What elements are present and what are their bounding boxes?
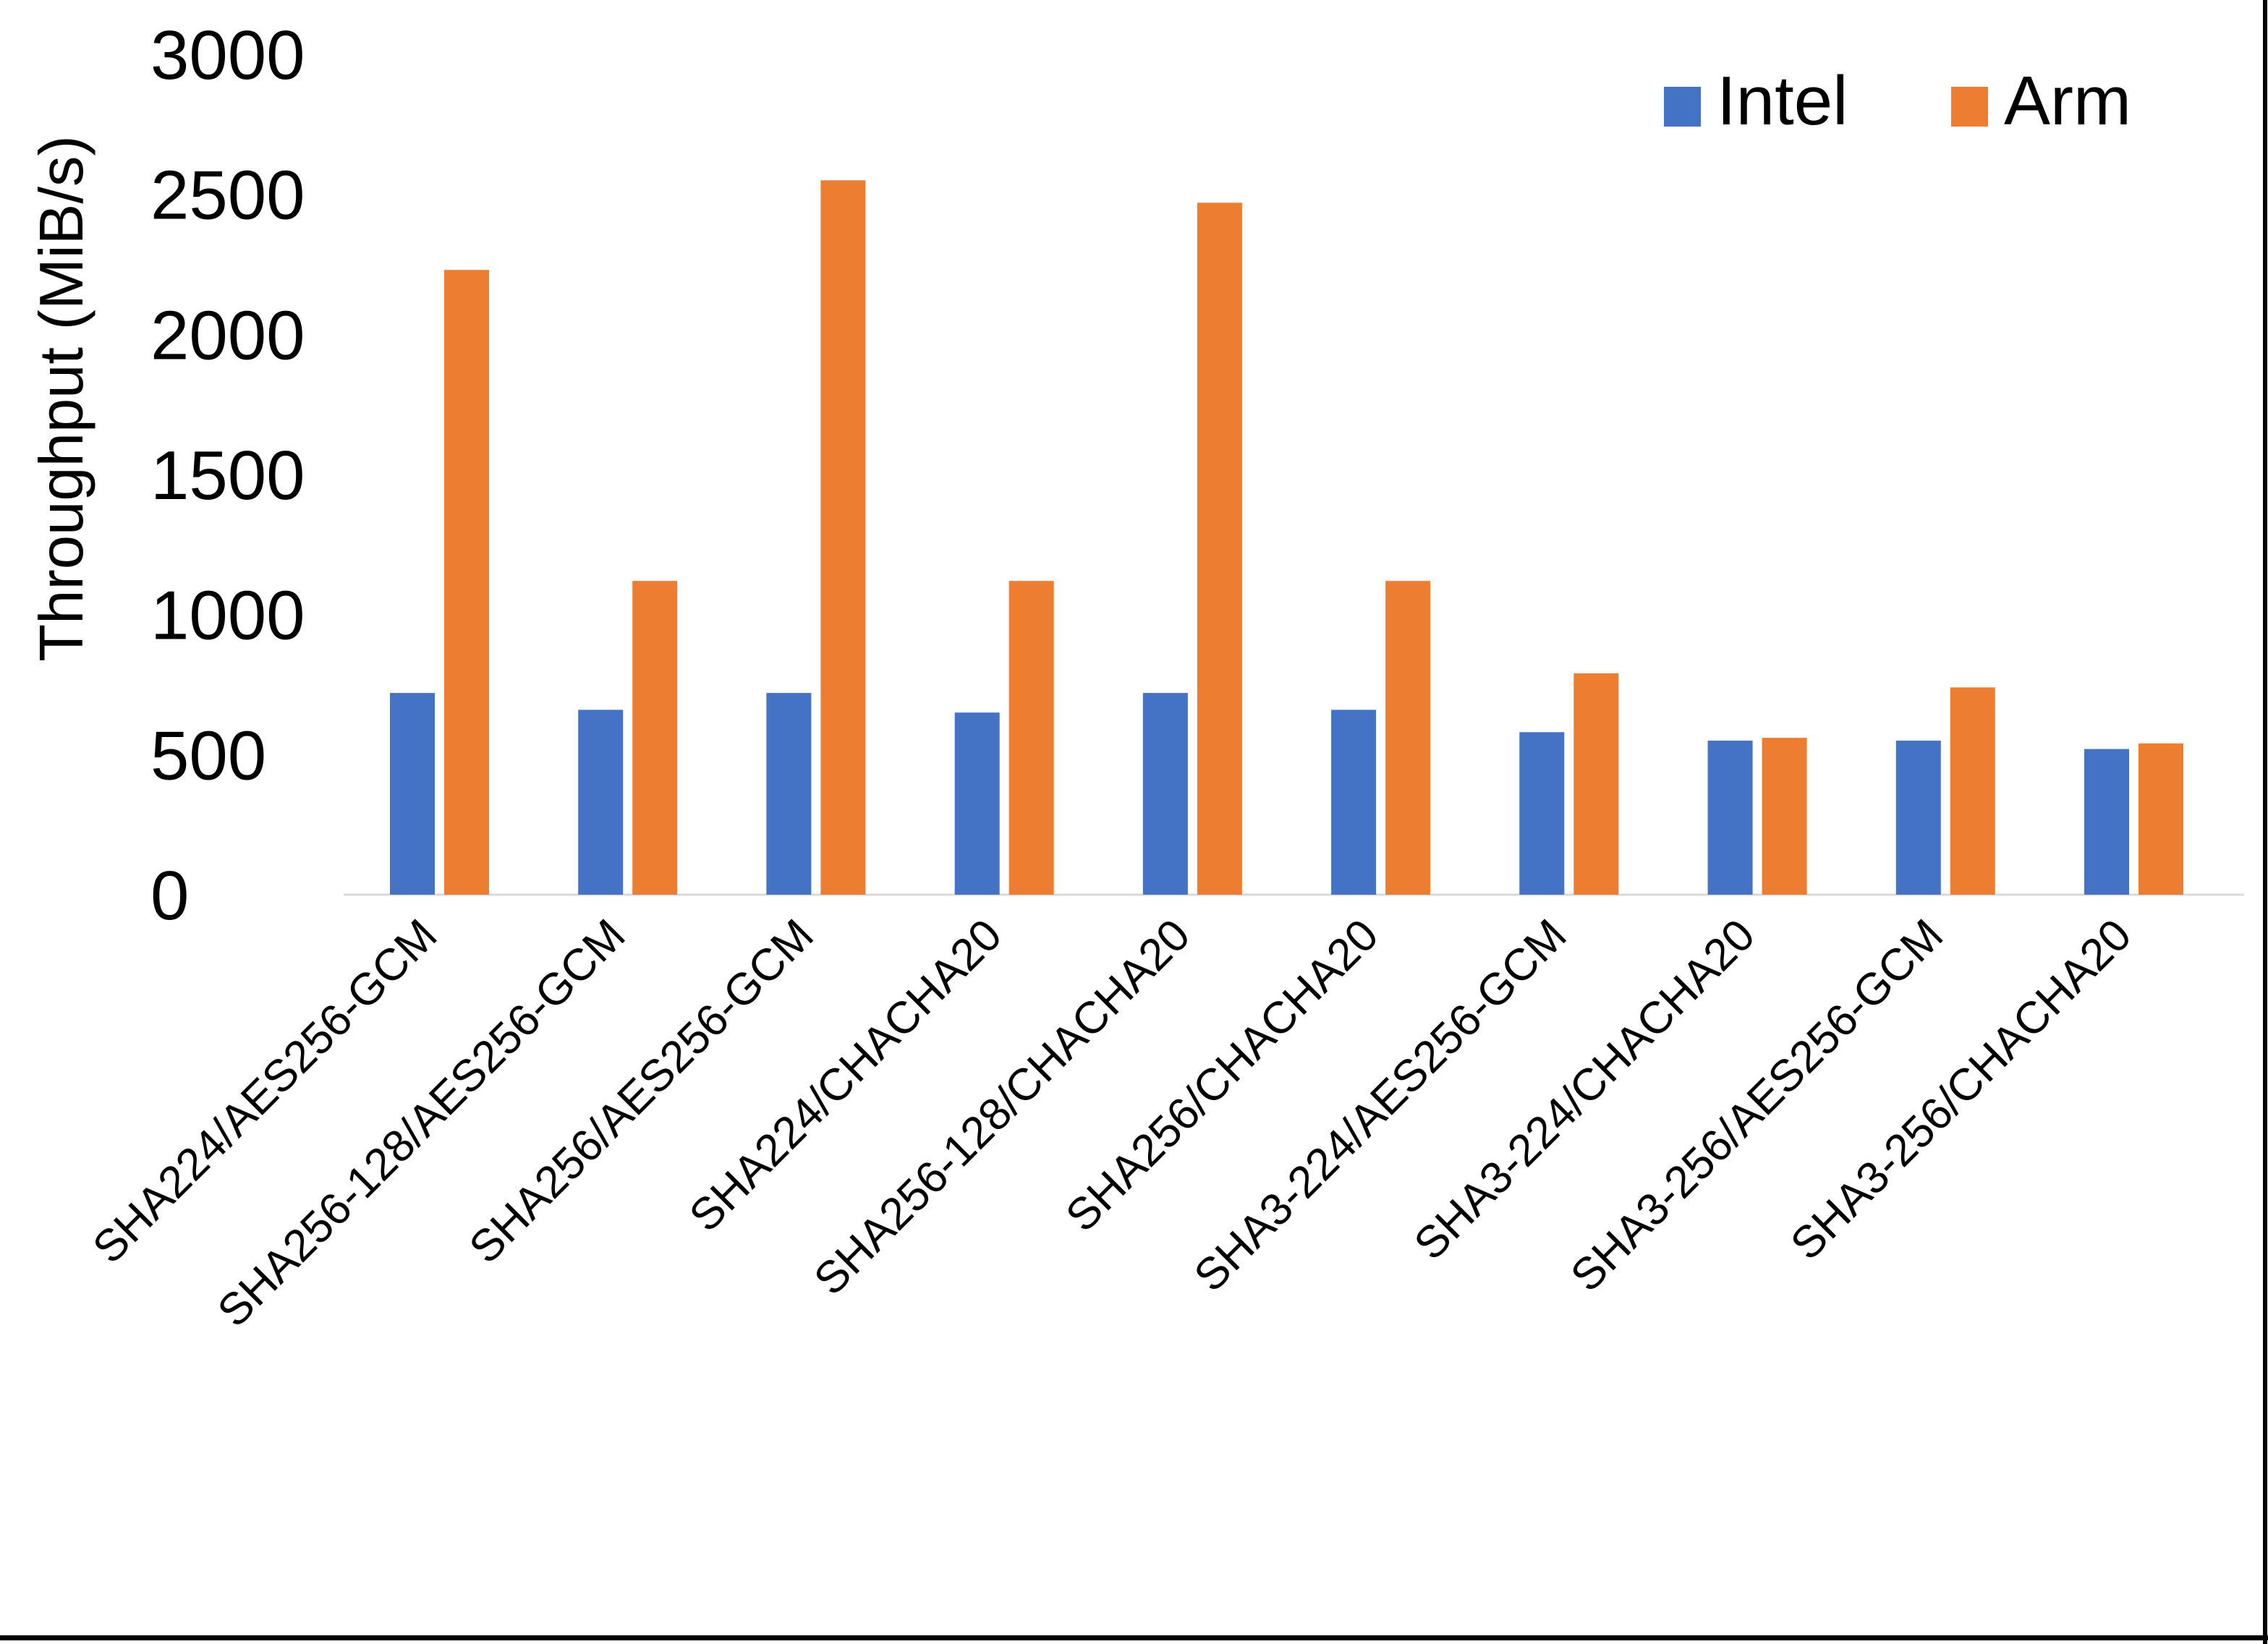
svg-text:500: 500 <box>150 717 266 794</box>
svg-text:SHA256/AES256-GCM: SHA256/AES256-GCM <box>460 910 823 1273</box>
svg-text:Intel: Intel <box>1717 62 1848 140</box>
svg-text:1000: 1000 <box>150 577 305 655</box>
svg-text:SHA224/CHACHA20: SHA224/CHACHA20 <box>680 910 1011 1241</box>
svg-text:SHA256-128/CHACHA20: SHA256-128/CHACHA20 <box>804 910 1199 1305</box>
svg-text:SHA3-224/CHACHA20: SHA3-224/CHACHA20 <box>1405 910 1764 1269</box>
svg-text:1500: 1500 <box>150 437 305 514</box>
svg-text:SHA3-256/CHACHA20: SHA3-256/CHACHA20 <box>1781 910 2141 1269</box>
svg-text:SHA256-128/AES256-GCM: SHA256-128/AES256-GCM <box>208 910 635 1337</box>
svg-text:3000: 3000 <box>150 17 305 94</box>
svg-text:SHA224/AES256-GCM: SHA224/AES256-GCM <box>83 910 446 1273</box>
svg-text:Arm: Arm <box>2004 62 2131 140</box>
svg-text:0: 0 <box>150 857 189 934</box>
svg-text:2000: 2000 <box>150 297 305 374</box>
svg-text:SHA3-256/AES256-GCM: SHA3-256/AES256-GCM <box>1561 910 1953 1301</box>
svg-text:2500: 2500 <box>150 157 305 234</box>
svg-text:Throughput (MiB/s): Throughput (MiB/s) <box>27 135 96 661</box>
svg-text:SHA256/CHACHA20: SHA256/CHACHA20 <box>1056 910 1388 1241</box>
svg-text:SHA3-224/AES256-GCM: SHA3-224/AES256-GCM <box>1185 910 1576 1301</box>
